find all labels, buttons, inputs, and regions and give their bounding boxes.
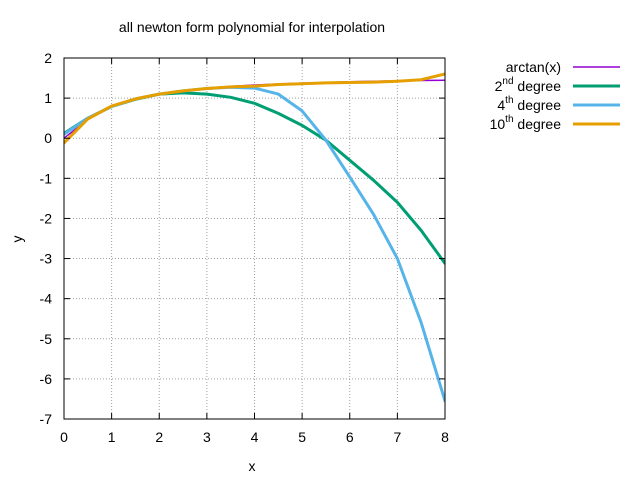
tick-labels: 0 1 2 3 4 5 6 7 8 -7 -6 -5 -4 -3 -2 -1 0 1 2: [40, 50, 450, 445]
y-tick-label: -5: [40, 331, 53, 347]
x-tick-label: 6: [346, 429, 354, 445]
series-line: [64, 72, 445, 145]
legend-label: arctan(x): [506, 59, 561, 75]
y-tick-label: -2: [40, 210, 53, 226]
legend-label: 4th degree: [497, 95, 561, 113]
y-tick-label: -6: [40, 371, 53, 387]
y-tick-label: -4: [40, 291, 53, 307]
x-tick-label: 2: [155, 429, 163, 445]
x-tick-label: 1: [108, 429, 116, 445]
chart-title: all newton form polynomial for interpola…: [119, 19, 385, 35]
x-tick-label: 7: [393, 429, 401, 445]
y-tick-label: -3: [40, 251, 53, 267]
x-tick-label: 4: [251, 429, 259, 445]
grid: [64, 58, 445, 419]
y-tick-label: 1: [44, 90, 52, 106]
y-tick-label: 2: [44, 50, 52, 66]
y-tick-label: -7: [40, 411, 53, 427]
x-axis-label: x: [249, 458, 256, 474]
legend-label: 10th degree: [490, 114, 562, 132]
x-tick-label: 0: [60, 429, 68, 445]
x-tick-label: 8: [441, 429, 449, 445]
legend-label: 2nd degree: [495, 76, 562, 94]
y-axis-label: y: [9, 236, 25, 243]
y-tick-label: -1: [40, 170, 53, 186]
series-layer: [64, 72, 445, 403]
x-tick-label: 5: [298, 429, 306, 445]
tick-marks: [63, 57, 446, 420]
x-tick-label: 3: [203, 429, 211, 445]
y-tick-label: 0: [44, 130, 52, 146]
